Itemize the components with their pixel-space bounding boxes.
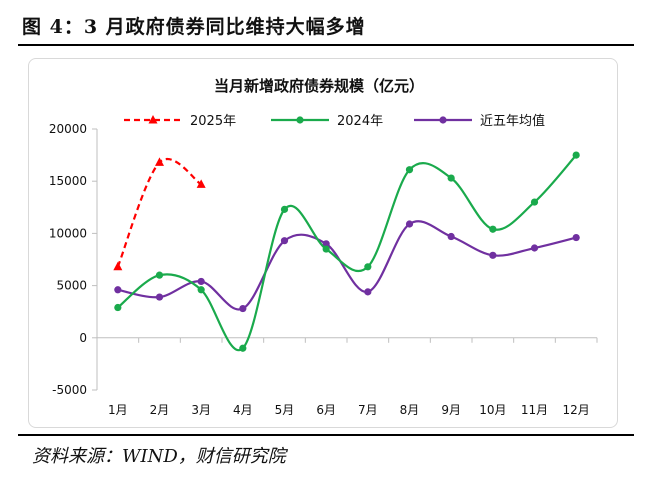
legend-item: 2024年 [271, 114, 383, 129]
data-point [197, 277, 205, 286]
data-point [155, 293, 164, 301]
data-point [113, 261, 123, 271]
x-tick-label: 2月 [150, 403, 170, 417]
axes: -5000 0 5000 10000 15000 20000 1月 2月 3月 4月 5月 6月 7月 8… [49, 122, 598, 417]
data-point [489, 251, 497, 259]
x-tick-label: 6月 [316, 403, 336, 417]
x-tick-label: 9月 [441, 403, 461, 417]
legend-label: 2024年 [337, 114, 383, 129]
data-point [280, 205, 289, 213]
x-tick-label: 1月 [108, 403, 128, 417]
series-0 [113, 157, 206, 271]
legend-item: 近五年均值 [414, 113, 545, 129]
x-tick-label: 7月 [358, 403, 378, 417]
data-point [530, 198, 539, 206]
data-point [530, 244, 539, 252]
data-point [155, 271, 164, 279]
y-tick-label: 0 [79, 331, 87, 345]
legend-label: 2025年 [190, 114, 236, 129]
data-point [114, 286, 122, 294]
data-point [114, 303, 122, 312]
data-point [239, 344, 247, 352]
data-point [447, 232, 455, 241]
series-1 [114, 151, 580, 352]
data-point [364, 263, 372, 271]
data-point [572, 151, 580, 159]
legend-marker [439, 116, 447, 124]
y-tick-label: 10000 [49, 226, 87, 240]
series-layer [113, 151, 580, 352]
series-line [117, 154, 577, 352]
series-line [116, 158, 202, 268]
source-note: 资料来源：WIND，财信研究院 [32, 446, 286, 467]
data-point [405, 220, 414, 228]
chart-container: 当月新增政府债券规模（亿元） 2025年 2024年 近五年均值 -5000 0 500… [28, 58, 618, 428]
x-tick-label: 8月 [400, 403, 420, 417]
data-point [239, 304, 247, 313]
x-tick-label: 10月 [479, 403, 506, 417]
line-chart: 当月新增政府债券规模（亿元） 2025年 2024年 近五年均值 -5000 0 500… [49, 77, 598, 417]
data-point [572, 233, 580, 242]
data-point [405, 166, 414, 174]
legend-marker [148, 115, 158, 124]
data-point [322, 245, 330, 253]
x-tick-label: 3月 [191, 403, 211, 417]
y-tick-label: 20000 [49, 122, 87, 136]
data-point [196, 179, 206, 188]
legend-marker [296, 116, 304, 124]
data-point [197, 286, 205, 294]
top-rule [18, 44, 634, 46]
data-point [155, 157, 164, 166]
chart-title: 当月新增政府债券规模（亿元） [214, 77, 424, 95]
series-2 [114, 220, 580, 313]
data-point [280, 237, 289, 245]
data-point [447, 174, 455, 182]
x-tick-label: 4月 [233, 403, 253, 417]
legend: 2025年 2024年 近五年均值 [124, 113, 545, 129]
y-tick-label: -5000 [52, 383, 87, 397]
data-point [364, 288, 372, 296]
x-tick-label: 5月 [275, 403, 295, 417]
y-tick-label: 5000 [56, 279, 87, 293]
legend-label: 近五年均值 [480, 113, 545, 129]
data-point [322, 240, 330, 248]
data-point [489, 225, 497, 233]
x-tick-label: 11月 [521, 403, 548, 417]
y-tick-label: 15000 [49, 174, 87, 188]
legend-item: 2025年 [124, 114, 236, 129]
bottom-rule [18, 434, 634, 436]
figure-title: 图 4：3 月政府债券同比维持大幅多增 [22, 16, 366, 38]
x-tick-label: 12月 [563, 403, 590, 417]
